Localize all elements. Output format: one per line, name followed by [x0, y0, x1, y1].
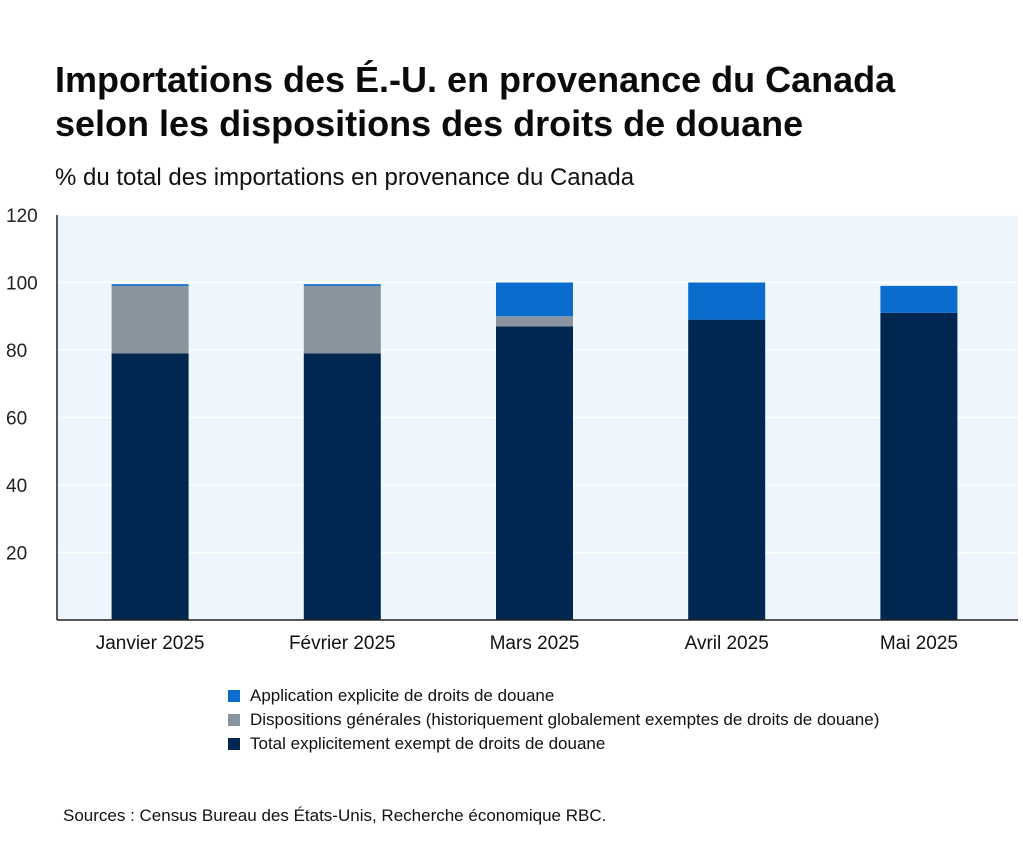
- x-tick-label-4: Avril 2025: [685, 633, 769, 654]
- bar-exempt-1: [111, 353, 189, 620]
- bar-general-2: [303, 285, 381, 354]
- legend-swatch-general: [228, 714, 240, 726]
- legend-item-explicit: Application explicite de droits de douan…: [228, 684, 879, 708]
- y-tick-label-80: 80: [6, 341, 27, 362]
- bar-exempt-2: [303, 353, 381, 620]
- legend-swatch-explicit: [228, 690, 240, 702]
- legend-label-exempt: Total explicitement exempt de droits de …: [250, 734, 606, 753]
- source-note: Sources : Census Bureau des États-Unis, …: [63, 806, 607, 825]
- bar-explicit-1: [111, 284, 189, 286]
- bar-general-1: [111, 285, 189, 354]
- legend-label-explicit: Application explicite de droits de douan…: [250, 686, 555, 705]
- legend-item-general: Dispositions générales (historiquement g…: [228, 708, 879, 732]
- bar-general-3: [496, 316, 573, 327]
- bar-explicit-3: [496, 282, 573, 317]
- plot-area: 20 40 60 80 100 120 Janvier 2025 Février 2025 Ma…: [6, 206, 1018, 654]
- legend-label-general: Dispositions générales (historiquement g…: [250, 710, 880, 729]
- bar-exempt-4: [688, 319, 766, 620]
- chart-title-line-1: Importations des É.-U. en provenance du …: [55, 59, 896, 100]
- x-tick-label-5: Mai 2025: [880, 633, 958, 654]
- chart-legend: Application explicite de droits de douan…: [228, 684, 879, 756]
- y-tick-label-60: 60: [6, 409, 27, 430]
- y-tick-label-120: 120: [6, 206, 38, 227]
- legend-item-exempt: Total explicitement exempt de droits de …: [228, 732, 879, 756]
- bar-explicit-2: [303, 284, 381, 286]
- y-tick-label-20: 20: [6, 544, 27, 565]
- legend-swatch-exempt: [228, 738, 240, 750]
- y-tick-label-100: 100: [6, 274, 38, 295]
- bar-exempt-5: [880, 312, 958, 620]
- bar-exempt-3: [496, 326, 573, 620]
- x-tick-label-3: Mars 2025: [490, 633, 580, 654]
- y-tick-label-40: 40: [6, 476, 27, 497]
- chart-subtitle: % du total des importations en provenanc…: [55, 164, 635, 191]
- chart-title: Importations des É.-U. en provenance du …: [55, 58, 1005, 146]
- bar-explicit-4: [688, 282, 766, 320]
- bar-explicit-5: [880, 285, 958, 313]
- chart-title-line-2: selon les dispositions des droits de dou…: [55, 103, 804, 144]
- x-tick-label-1: Janvier 2025: [96, 633, 205, 654]
- x-tick-label-2: Février 2025: [289, 633, 396, 654]
